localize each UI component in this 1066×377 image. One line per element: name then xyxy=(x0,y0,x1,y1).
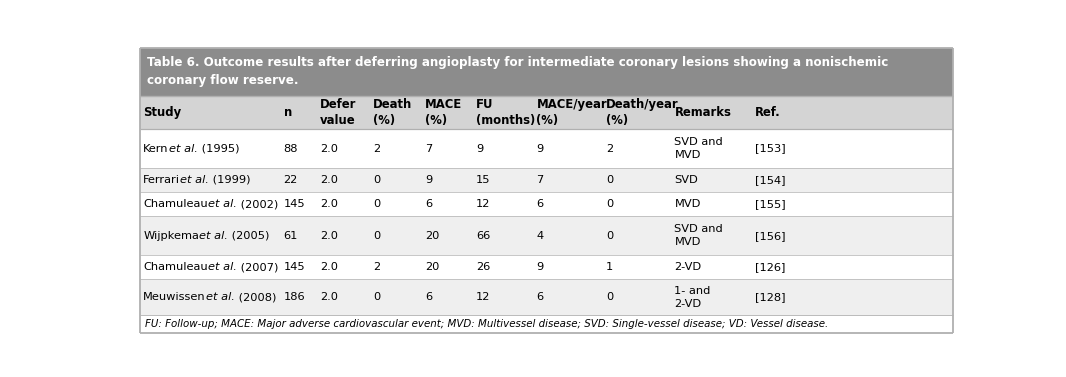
Text: 0: 0 xyxy=(605,292,613,302)
Text: 0: 0 xyxy=(605,175,613,185)
Text: Meuwissen: Meuwissen xyxy=(143,292,206,302)
Text: 0: 0 xyxy=(605,231,613,241)
Text: 2.0: 2.0 xyxy=(320,231,338,241)
Text: et al.: et al. xyxy=(180,175,209,185)
Text: 6: 6 xyxy=(425,292,432,302)
Text: 6: 6 xyxy=(425,199,432,209)
Text: 9: 9 xyxy=(477,144,483,153)
Text: Chamuleau: Chamuleau xyxy=(143,262,208,272)
Text: FU
(months): FU (months) xyxy=(477,98,535,127)
Bar xyxy=(140,279,953,316)
Text: 26: 26 xyxy=(477,262,490,272)
Text: 6: 6 xyxy=(536,292,544,302)
Text: 145: 145 xyxy=(284,262,305,272)
Text: 2.0: 2.0 xyxy=(320,199,338,209)
Text: 2: 2 xyxy=(373,144,379,153)
Text: (2002): (2002) xyxy=(237,199,278,209)
Text: 20: 20 xyxy=(425,262,439,272)
Text: 15: 15 xyxy=(477,175,490,185)
Text: et al.: et al. xyxy=(168,144,197,153)
Text: et al.: et al. xyxy=(208,262,237,272)
Text: 0: 0 xyxy=(373,231,381,241)
Bar xyxy=(140,168,953,192)
Text: SVD and
MVD: SVD and MVD xyxy=(675,137,723,160)
Text: Death/year
(%): Death/year (%) xyxy=(605,98,678,127)
Text: 6: 6 xyxy=(536,199,544,209)
Text: [153]: [153] xyxy=(755,144,786,153)
Text: Defer
value: Defer value xyxy=(320,98,356,127)
Text: 12: 12 xyxy=(477,292,490,302)
Text: 9: 9 xyxy=(536,262,544,272)
Text: 7: 7 xyxy=(536,175,544,185)
Text: 22: 22 xyxy=(284,175,297,185)
Text: Ferrari: Ferrari xyxy=(143,175,180,185)
Text: [154]: [154] xyxy=(755,175,785,185)
Text: Remarks: Remarks xyxy=(675,106,731,119)
Text: 9: 9 xyxy=(425,175,432,185)
Text: 2: 2 xyxy=(373,262,379,272)
Text: 2.0: 2.0 xyxy=(320,262,338,272)
Bar xyxy=(140,316,953,333)
Text: Wijpkema: Wijpkema xyxy=(143,231,199,241)
Text: 2-VD: 2-VD xyxy=(675,262,701,272)
Text: Death
(%): Death (%) xyxy=(373,98,413,127)
Text: 186: 186 xyxy=(284,292,305,302)
Text: n: n xyxy=(284,106,292,119)
Text: MACE
(%): MACE (%) xyxy=(425,98,463,127)
Text: MVD: MVD xyxy=(675,199,700,209)
Text: MACE/year
(%): MACE/year (%) xyxy=(536,98,607,127)
Text: [126]: [126] xyxy=(755,262,785,272)
Text: 7: 7 xyxy=(425,144,432,153)
Text: 88: 88 xyxy=(284,144,298,153)
Text: FU: Follow-up; MACE: Major adverse cardiovascular event; MVD: Multivessel diseas: FU: Follow-up; MACE: Major adverse cardi… xyxy=(145,319,828,329)
Text: (2005): (2005) xyxy=(228,231,270,241)
Text: 20: 20 xyxy=(425,231,439,241)
Text: 12: 12 xyxy=(477,199,490,209)
Bar xyxy=(140,255,953,279)
Text: Chamuleau: Chamuleau xyxy=(143,199,208,209)
Text: 1- and
2-VD: 1- and 2-VD xyxy=(675,286,711,308)
Text: [128]: [128] xyxy=(755,292,785,302)
Text: 2.0: 2.0 xyxy=(320,292,338,302)
Text: Study: Study xyxy=(143,106,181,119)
Text: 145: 145 xyxy=(284,199,305,209)
Text: 0: 0 xyxy=(605,199,613,209)
Text: 1: 1 xyxy=(605,262,613,272)
Text: [155]: [155] xyxy=(755,199,786,209)
Text: Table 6. Outcome results after deferring angioplasty for intermediate coronary l: Table 6. Outcome results after deferring… xyxy=(147,56,889,87)
Text: (2007): (2007) xyxy=(237,262,278,272)
Text: Kern: Kern xyxy=(143,144,168,153)
Text: 4: 4 xyxy=(536,231,544,241)
Text: et al.: et al. xyxy=(208,199,237,209)
Text: SVD: SVD xyxy=(675,175,698,185)
Text: 2.0: 2.0 xyxy=(320,175,338,185)
Text: 0: 0 xyxy=(373,292,381,302)
Bar xyxy=(140,95,953,129)
Text: (1999): (1999) xyxy=(209,175,251,185)
Text: [156]: [156] xyxy=(755,231,785,241)
Text: 61: 61 xyxy=(284,231,298,241)
Text: SVD and
MVD: SVD and MVD xyxy=(675,224,723,247)
Text: (1995): (1995) xyxy=(197,144,239,153)
Bar xyxy=(140,129,953,168)
Text: 2: 2 xyxy=(605,144,613,153)
Bar xyxy=(140,192,953,216)
Text: 66: 66 xyxy=(477,231,490,241)
Text: 0: 0 xyxy=(373,175,381,185)
Text: et al.: et al. xyxy=(199,231,228,241)
Bar xyxy=(140,48,953,95)
Text: et al.: et al. xyxy=(206,292,235,302)
Text: Ref.: Ref. xyxy=(755,106,780,119)
Text: 2.0: 2.0 xyxy=(320,144,338,153)
Text: 0: 0 xyxy=(373,199,381,209)
Text: (2008): (2008) xyxy=(235,292,276,302)
Bar xyxy=(140,216,953,255)
Text: 9: 9 xyxy=(536,144,544,153)
